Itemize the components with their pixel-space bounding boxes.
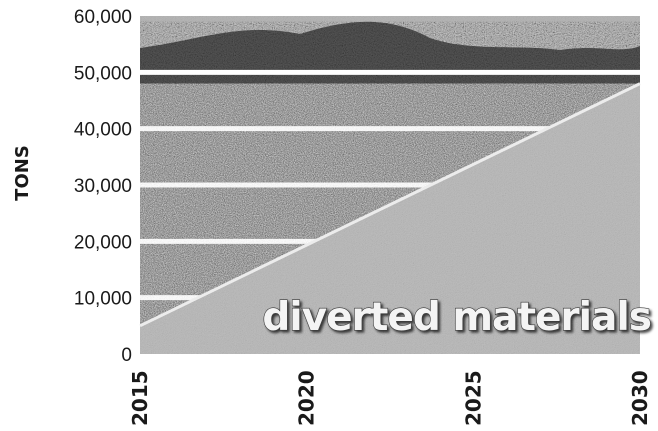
y-tick-label: 10,000	[74, 289, 132, 310]
annotation-layer: diverted materials	[262, 295, 653, 341]
y-axis-ticks: 0 10,000 20,000 30,000 40,000 50,000 60,000	[74, 7, 132, 366]
y-tick-label: 40,000	[74, 120, 132, 141]
area-diverted-materials	[140, 83, 640, 354]
y-tick-label: 0	[121, 345, 132, 366]
y-tick-label: 20,000	[74, 232, 132, 253]
y-axis-label: TONS	[12, 145, 33, 201]
area-top-edge	[139, 82, 641, 328]
x-tick-label: 2015	[128, 370, 152, 426]
y-tick-label: 60,000	[74, 7, 132, 28]
axis-labels: TONS	[12, 145, 33, 201]
x-tick-label: 2030	[628, 370, 652, 426]
x-axis-ticks: 2015 2020 2025 2030	[128, 370, 652, 426]
x-tick-label: 2020	[295, 370, 319, 426]
annotation-diverted-materials: diverted materials	[262, 295, 651, 340]
x-tick-label: 2025	[461, 370, 485, 426]
y-tick-label: 30,000	[74, 176, 132, 197]
area-layer	[139, 82, 641, 354]
y-tick-label: 50,000	[74, 63, 132, 84]
